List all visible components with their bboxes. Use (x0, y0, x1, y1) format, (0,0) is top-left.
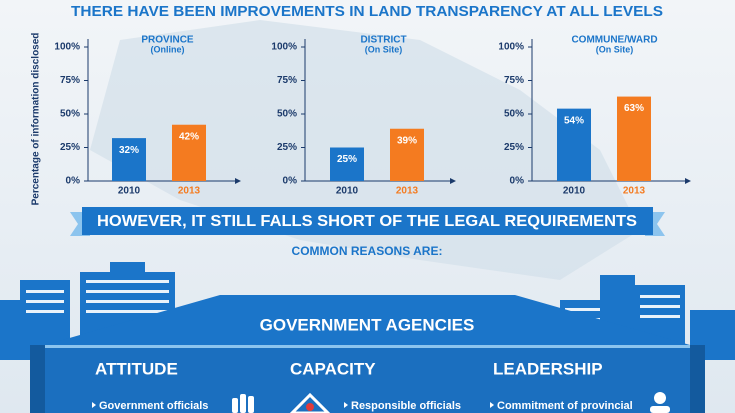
axis-arrow (235, 178, 241, 184)
bullet (344, 402, 348, 408)
value-label: 63% (624, 103, 644, 114)
y-tick-label: 100% (498, 42, 524, 53)
bullet (92, 402, 96, 408)
y-tick-label: 25% (277, 142, 297, 153)
chart-subtitle: (Online) (151, 44, 185, 54)
x-tick-label: 2010 (563, 186, 586, 197)
y-tick-label: 75% (504, 75, 524, 86)
chart-title: DISTRICT (360, 35, 406, 46)
side (30, 345, 45, 413)
banner (82, 207, 653, 235)
chart-subtitle: (On Site) (596, 44, 634, 54)
y-tick-label: 100% (271, 42, 297, 53)
side (690, 345, 705, 413)
columns: ATTITUDE CAPACITY LEADERSHIP Government … (92, 359, 633, 412)
bar (390, 128, 424, 181)
bar (557, 108, 591, 181)
y-tick-label: 0% (66, 176, 81, 187)
base (45, 345, 690, 413)
y-axis-label: Percentage of information disclosed (31, 33, 42, 206)
agencies-label: GOVERNMENT AGENCIES (260, 315, 475, 334)
value-label: 39% (397, 135, 417, 146)
column-text: Commitment of provincial (497, 400, 633, 412)
banner-text: HOWEVER, IT STILL FALLS SHORT OF THE LEG… (97, 213, 637, 230)
y-tick-label: 100% (54, 42, 80, 53)
icons (232, 392, 670, 413)
column-heading: CAPACITY (290, 359, 376, 378)
base-edge (45, 345, 690, 348)
chart-title: PROVINCE (141, 35, 194, 46)
chart-title: COMMUNE/WARD (571, 35, 657, 46)
value-label: 42% (179, 131, 199, 142)
x-tick-label: 2013 (623, 186, 646, 197)
x-tick-label: 2013 (178, 186, 201, 197)
bar (330, 147, 364, 181)
y-tick-label: 25% (60, 142, 80, 153)
column-heading: ATTITUDE (95, 359, 178, 378)
value-label: 32% (119, 145, 139, 156)
page-title: THERE HAVE BEEN IMPROVEMENTS IN LAND TRA… (71, 3, 663, 20)
y-tick-label: 0% (510, 176, 525, 187)
roof (45, 295, 690, 345)
x-tick-label: 2010 (118, 186, 141, 197)
value-label: 25% (337, 154, 357, 165)
y-tick-label: 75% (60, 75, 80, 86)
bar (172, 124, 206, 181)
chart-subtitle: (On Site) (365, 44, 403, 54)
x-tick-label: 2013 (396, 186, 419, 197)
reasons-heading: COMMON REASONS ARE: (292, 244, 443, 258)
y-tick-label: 75% (277, 75, 297, 86)
column-heading: LEADERSHIP (493, 359, 603, 378)
column-text: Responsible officials (351, 400, 461, 412)
x-tick-label: 2010 (336, 186, 359, 197)
windows (26, 280, 680, 321)
column-text: Government officials (99, 400, 208, 412)
y-tick-label: 0% (283, 176, 298, 187)
value-label: 54% (564, 115, 584, 126)
bullet (490, 402, 494, 408)
y-tick-label: 25% (504, 142, 524, 153)
bar (617, 96, 651, 181)
y-tick-label: 50% (277, 109, 297, 120)
y-tick-label: 50% (504, 109, 524, 120)
bar (112, 138, 146, 181)
axis-arrow (685, 178, 691, 184)
y-tick-label: 50% (60, 109, 80, 120)
axis-arrow (450, 178, 456, 184)
